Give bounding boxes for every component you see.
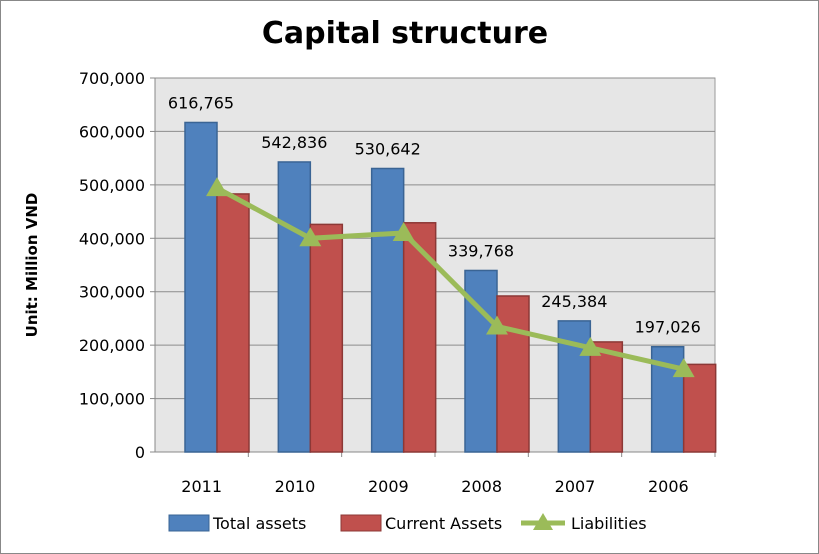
bar-current-assets bbox=[589, 341, 624, 453]
bar-total-assets bbox=[184, 121, 218, 453]
y-tick-label: 100,000 bbox=[79, 390, 145, 409]
bar-current-assets bbox=[496, 295, 530, 453]
data-label: 616,765 bbox=[168, 93, 234, 112]
liabilities-line bbox=[215, 185, 685, 372]
data-label: 197,026 bbox=[635, 318, 701, 337]
legend-swatch bbox=[168, 514, 210, 532]
data-label: 245,384 bbox=[541, 292, 607, 311]
x-tick-label: 2010 bbox=[275, 477, 316, 496]
legend-triangle-icon bbox=[533, 513, 553, 530]
bar-current-assets bbox=[682, 363, 717, 453]
y-tick-label: 300,000 bbox=[79, 283, 145, 302]
liabilities-marker bbox=[579, 336, 602, 356]
y-tick-label: 200,000 bbox=[79, 336, 145, 355]
bar-total-assets bbox=[277, 161, 312, 453]
y-axis-label: Unit: Million VND bbox=[23, 193, 41, 338]
x-tick-label: 2009 bbox=[368, 477, 409, 496]
data-label: 542,836 bbox=[261, 133, 327, 152]
legend-swatch bbox=[340, 514, 382, 532]
data-label: 339,768 bbox=[448, 241, 514, 260]
data-label: 530,642 bbox=[355, 139, 421, 158]
y-tick-label: 0 bbox=[135, 443, 145, 462]
bar-current-assets bbox=[216, 193, 250, 453]
x-tick-label: 2008 bbox=[461, 477, 502, 496]
legend-label: Liabilities bbox=[571, 514, 647, 533]
liabilities-marker bbox=[206, 177, 228, 197]
x-tick-label: 2011 bbox=[181, 477, 222, 496]
y-tick-label: 400,000 bbox=[79, 229, 145, 248]
legend-label: Total assets bbox=[212, 514, 306, 533]
liabilities-marker bbox=[486, 315, 508, 335]
bar-total-assets bbox=[370, 167, 405, 453]
liabilities-marker bbox=[672, 358, 695, 378]
chart-title: Capital structure bbox=[262, 16, 548, 51]
y-tick-label: 700,000 bbox=[79, 69, 145, 88]
legend-label: Current Assets bbox=[385, 514, 502, 533]
liabilities-marker bbox=[392, 221, 415, 241]
x-tick-label: 2007 bbox=[555, 477, 596, 496]
legend: Total assets Current Assets Liabilities bbox=[168, 513, 647, 533]
y-tick-label: 600,000 bbox=[79, 122, 145, 141]
bar-current-assets bbox=[309, 223, 344, 453]
y-tick-label: 500,000 bbox=[79, 176, 145, 195]
x-tick-label: 2006 bbox=[648, 477, 689, 496]
liabilities-marker bbox=[299, 227, 322, 247]
